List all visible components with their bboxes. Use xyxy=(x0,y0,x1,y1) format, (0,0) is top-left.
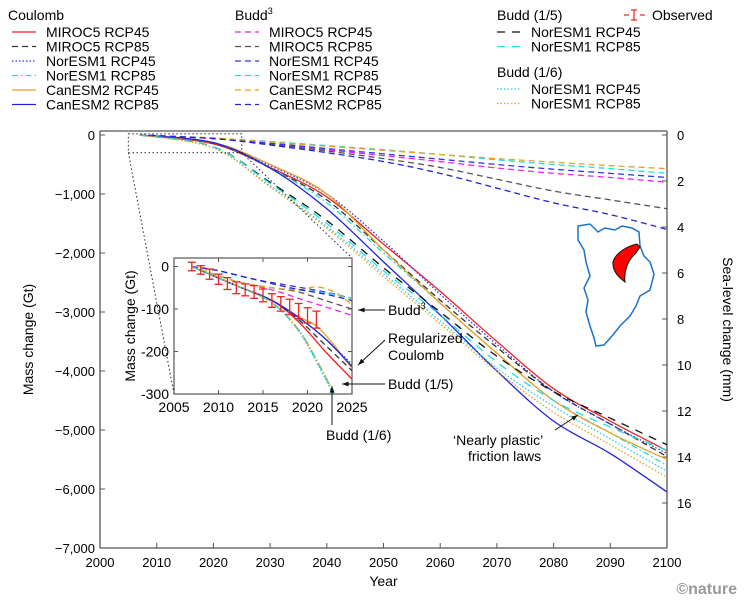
y2-tick-label: 8 xyxy=(677,312,684,327)
legend-label: MIROC5 RCP45 xyxy=(269,24,373,40)
inset-y-tick-label: -200 xyxy=(141,344,169,360)
x-tick-label: 2080 xyxy=(539,555,568,570)
y-tick-label: −5,000 xyxy=(55,423,95,438)
series-line xyxy=(139,134,668,210)
legend-label: NorESM1 RCP85 xyxy=(269,68,379,84)
series-line xyxy=(139,134,668,170)
y-tick-label: −1,000 xyxy=(55,187,95,202)
y2-tick-label: 14 xyxy=(677,450,691,465)
inset-x-tick-label: 2010 xyxy=(203,399,234,415)
y-tick-label: −2,000 xyxy=(55,246,95,261)
legend-label: NorESM1 RCP45 xyxy=(269,53,379,69)
annotation-budd3: Budd3 xyxy=(388,301,426,318)
x-tick-label: 2070 xyxy=(482,555,511,570)
inset-y-axis-label: Mass change (Gt) xyxy=(122,270,138,381)
series-line xyxy=(139,134,668,458)
x-tick-label: 2100 xyxy=(653,555,682,570)
x-tick-label: 2050 xyxy=(369,555,398,570)
y2-tick-label: 0 xyxy=(677,128,684,143)
legend-label: NorESM1 RCP45 xyxy=(531,24,641,40)
annotation-arrow-head xyxy=(571,415,578,421)
drainage-basin xyxy=(612,243,641,284)
legend-label: Observed xyxy=(652,7,713,23)
x-tick-label: 2010 xyxy=(142,555,171,570)
inset-y-tick-label: -300 xyxy=(141,386,169,402)
inset-series-line xyxy=(191,265,335,394)
x-tick-label: 2020 xyxy=(199,555,228,570)
annotation-budd-1-5: Budd (1/5) xyxy=(388,376,453,392)
legend-label: MIROC5 RCP85 xyxy=(269,39,373,55)
series-line xyxy=(139,134,668,231)
y2-axis-label: Sea-level change (mm) xyxy=(720,257,736,402)
y-tick-label: −7,000 xyxy=(55,541,95,556)
series-line xyxy=(139,134,668,478)
y-tick-label: −3,000 xyxy=(55,305,95,320)
legend-group-title: Budd3 xyxy=(235,6,273,23)
legend-label: CanESM2 RCP45 xyxy=(269,82,382,98)
y-tick-label: −4,000 xyxy=(55,364,95,379)
legend-label: MIROC5 RCP85 xyxy=(46,39,150,55)
inset-y-tick-label: 0 xyxy=(161,259,169,275)
inset-x-tick-label: 2015 xyxy=(247,399,278,415)
annotation-regularized: Regularized xyxy=(388,330,463,346)
series-line xyxy=(139,134,668,452)
y2-tick-label: 6 xyxy=(677,266,684,281)
x-tick-label: 2030 xyxy=(256,555,285,570)
y2-tick-label: 10 xyxy=(677,358,691,373)
y2-tick-label: 12 xyxy=(677,404,691,419)
nature-credit: ©nature xyxy=(676,581,737,598)
y-tick-label: 0 xyxy=(88,128,95,143)
y-axis-label: Mass change (Gt) xyxy=(20,284,36,395)
zoom-connector xyxy=(127,152,175,395)
legend-label: CanESM2 RCP45 xyxy=(46,82,159,98)
annotation-arrow-head xyxy=(329,386,335,393)
y-tick-label: −6,000 xyxy=(55,482,95,497)
legend-label: MIROC5 RCP45 xyxy=(46,24,150,40)
legend-group-title: Coulomb xyxy=(8,7,64,23)
x-tick-label: 2040 xyxy=(312,555,341,570)
series-line xyxy=(139,134,668,179)
series-line xyxy=(139,134,668,452)
inset-x-tick-label: 2025 xyxy=(336,399,367,415)
legend-label: NorESM1 RCP45 xyxy=(531,81,641,97)
inset-y-tick-label: -100 xyxy=(141,301,169,317)
legend-group-title: Budd (1/5) xyxy=(497,7,562,23)
greenland-map xyxy=(577,223,655,347)
legend-label: NorESM1 RCP85 xyxy=(531,96,641,112)
zoom-box xyxy=(127,133,243,154)
series-line xyxy=(139,134,668,174)
x-tick-label: 2060 xyxy=(426,555,455,570)
annotation-arrow-head xyxy=(342,381,349,387)
annotation-arrow-head xyxy=(358,358,365,365)
inset-x-tick-label: 2020 xyxy=(292,399,323,415)
inset-series-line xyxy=(191,265,352,367)
inset-plot-area xyxy=(187,261,352,394)
y2-tick-label: 4 xyxy=(677,220,684,235)
inset-series-line xyxy=(191,265,352,302)
annotation-budd-1-6: Budd (1/6) xyxy=(326,427,391,443)
legend-label: NorESM1 RCP85 xyxy=(531,39,641,55)
annotation-nearly-plastic: ‘Nearly plastic’ xyxy=(453,432,543,448)
legend-label: CanESM2 RCP85 xyxy=(269,97,382,113)
series-line xyxy=(139,134,668,493)
inset-frame xyxy=(173,257,353,395)
legend-group-title: Budd (1/6) xyxy=(497,64,562,80)
inset-x-tick-label: 2005 xyxy=(158,399,189,415)
x-tick-label: 2090 xyxy=(596,555,625,570)
legend-label: NorESM1 RCP85 xyxy=(46,68,156,84)
legend-label: CanESM2 RCP85 xyxy=(46,97,159,113)
series-line xyxy=(139,134,668,183)
y2-tick-label: 2 xyxy=(677,174,684,189)
y2-tick-label: 16 xyxy=(677,496,691,511)
x-axis-label: Year xyxy=(369,573,398,589)
zoom-connector xyxy=(241,152,353,259)
annotation-arrow-head xyxy=(358,307,365,313)
x-tick-label: 2000 xyxy=(86,555,115,570)
annotation-friction-laws: friction laws xyxy=(468,448,541,464)
legend-label: NorESM1 RCP45 xyxy=(46,53,156,69)
annotation-coulomb: Coulomb xyxy=(388,347,444,363)
